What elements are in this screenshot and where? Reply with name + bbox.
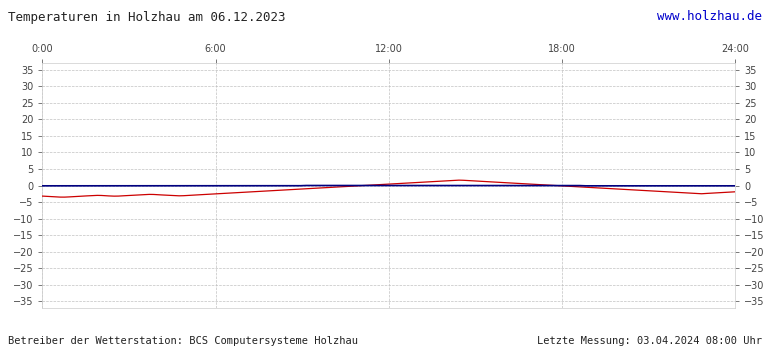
Text: Temperaturen in Holzhau am 06.12.2023: Temperaturen in Holzhau am 06.12.2023 [8, 10, 285, 23]
Text: Letzte Messung: 03.04.2024 08:00 Uhr: Letzte Messung: 03.04.2024 08:00 Uhr [537, 336, 762, 346]
Text: www.holzhau.de: www.holzhau.de [658, 10, 762, 23]
Text: Betreiber der Wetterstation: BCS Computersysteme Holzhau: Betreiber der Wetterstation: BCS Compute… [8, 336, 358, 346]
